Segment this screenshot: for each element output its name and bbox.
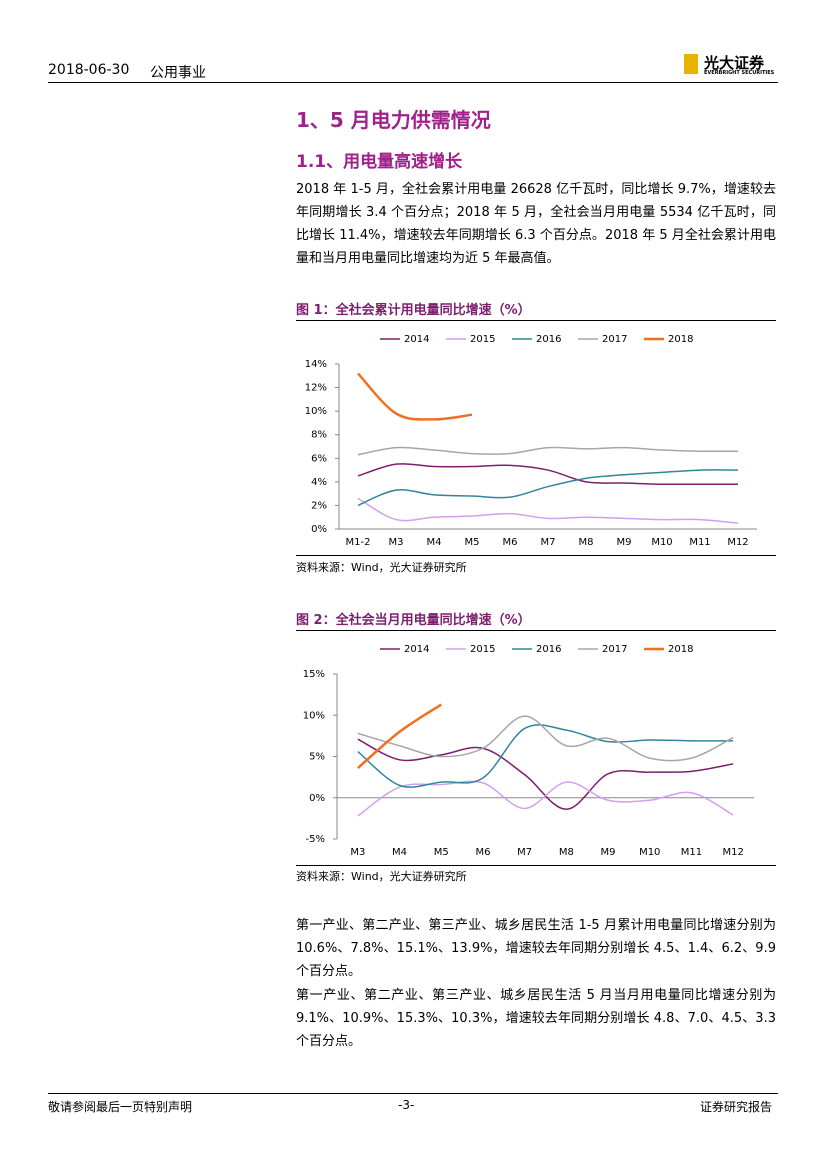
footer-right: 证券研究报告 — [700, 1100, 773, 1114]
x-tick-label: M10 — [651, 537, 672, 548]
x-tick-label: M9 — [617, 537, 632, 548]
header-date: 2018-06-30 — [48, 62, 130, 78]
y-tick-label: 0% — [311, 524, 327, 535]
series-line — [357, 446, 739, 456]
footer-rule — [48, 1093, 778, 1094]
logo-en: EVERBRIGHT SECURITIES — [704, 70, 775, 76]
series-line — [357, 715, 734, 762]
y-tick-label: 12% — [305, 383, 327, 394]
y-tick-label: 6% — [311, 453, 327, 464]
x-tick-label: M9 — [601, 847, 616, 858]
legend-label: 2016 — [536, 644, 561, 655]
y-tick-label: 10% — [303, 710, 325, 721]
series-line — [357, 780, 734, 817]
y-tick-label: 15% — [303, 669, 325, 680]
logo-text: 光大证券 — [704, 54, 765, 72]
x-tick-label: M6 — [475, 847, 490, 858]
y-tick-label: -5% — [306, 834, 325, 845]
x-tick-label: M5 — [465, 537, 480, 548]
footer-page: -3- — [398, 1098, 415, 1112]
x-tick-label: M12 — [727, 537, 748, 548]
y-tick-label: 10% — [305, 406, 327, 417]
series-line — [357, 469, 739, 507]
chart-rule — [296, 320, 776, 321]
chart-source: 资料来源：Wind，光大证券研究所 — [296, 870, 467, 883]
chart-rule — [296, 555, 776, 556]
paragraph: 第一产业、第二产业、第三产业、城乡居民生活 1-5 月累计用电量同比增速分别为 … — [296, 918, 776, 979]
x-tick-label: M5 — [434, 847, 449, 858]
heading-2: 1.1、用电量高速增长 — [296, 152, 463, 172]
legend-label: 2015 — [470, 334, 495, 345]
logo-icon — [684, 54, 698, 74]
legend-label: 2018 — [668, 334, 693, 345]
header-rule — [48, 82, 778, 83]
chart-rule — [296, 630, 776, 631]
chart-title: 图 2：全社会当月用电量同比增速（%） — [296, 613, 531, 628]
legend-label: 2014 — [404, 644, 429, 655]
x-tick-label: M1-2 — [346, 537, 371, 548]
y-tick-label: 5% — [309, 752, 325, 763]
legend-label: 2017 — [602, 644, 627, 655]
legend-label: 2015 — [470, 644, 495, 655]
y-tick-label: 8% — [311, 430, 327, 441]
x-tick-label: M8 — [559, 847, 574, 858]
chart: 2014 2015 2016 2017 2018 0% 2% 4% 6% 8% 10% 12% 14% M… — [305, 334, 757, 548]
series-line — [357, 372, 473, 421]
y-tick-label: 2% — [311, 500, 327, 511]
x-tick-label: M10 — [639, 847, 660, 858]
x-tick-label: M12 — [722, 847, 743, 858]
heading-1: 1、5 月电力供需情况 — [296, 108, 491, 132]
chart-rule — [296, 865, 776, 866]
y-tick-label: 0% — [309, 793, 325, 804]
legend-label: 2017 — [602, 334, 627, 345]
legend-label: 2018 — [668, 644, 693, 655]
y-tick-label: 14% — [305, 359, 327, 370]
legend-label: 2016 — [536, 334, 561, 345]
x-tick-label: M3 — [389, 537, 404, 548]
chart: 2014 2015 2016 2017 2018 -5% 0% 5% 10% 15% M3 M4 M5 M… — [303, 644, 754, 858]
series-line — [357, 463, 738, 486]
x-tick-label: M8 — [579, 537, 594, 548]
header-sector: 公用事业 — [150, 65, 206, 81]
x-tick-label: M7 — [541, 537, 556, 548]
x-tick-label: M4 — [392, 847, 407, 858]
x-tick-label: M3 — [350, 847, 365, 858]
x-tick-label: M11 — [681, 847, 702, 858]
series-line — [357, 497, 739, 524]
x-tick-label: M7 — [517, 847, 532, 858]
series-line — [357, 724, 734, 788]
x-tick-label: M4 — [427, 537, 442, 548]
series-line — [357, 703, 442, 769]
paragraph: 第一产业、第二产业、第三产业、城乡居民生活 5 月当月用电量同比增速分别为 9.… — [296, 988, 776, 1049]
chart-title: 图 1：全社会累计用电量同比增速（%） — [296, 303, 531, 318]
x-tick-label: M11 — [689, 537, 710, 548]
chart-source: 资料来源：Wind，光大证券研究所 — [296, 561, 467, 574]
footer-left: 敬请参阅最后一页特别声明 — [48, 1100, 193, 1114]
y-tick-label: 4% — [311, 477, 327, 488]
x-tick-label: M6 — [503, 537, 518, 548]
paragraph: 2018 年 1-5 月，全社会累计用电量 26628 亿千瓦时，同比增长 9.… — [296, 182, 776, 266]
legend-label: 2014 — [404, 334, 429, 345]
